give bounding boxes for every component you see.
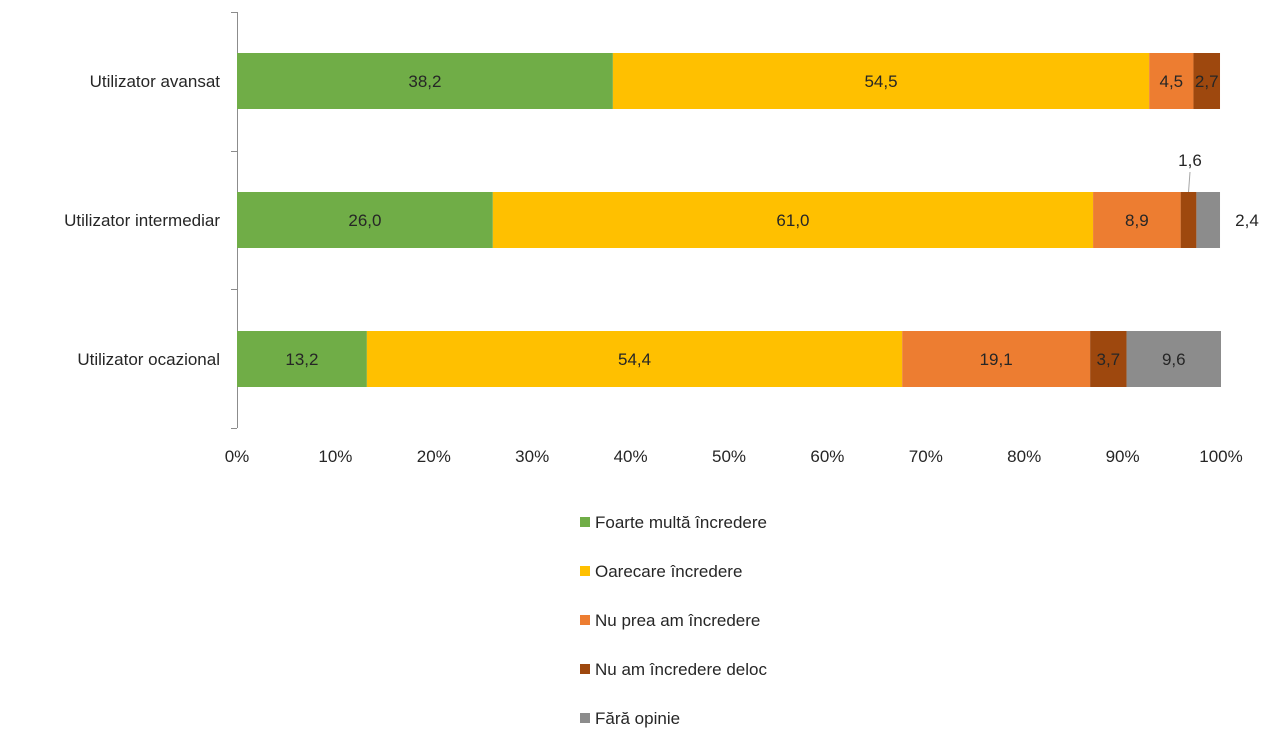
bar-segment	[366, 331, 903, 387]
x-tick-label: 100%	[1199, 447, 1242, 466]
data-label: 61,0	[776, 211, 809, 230]
category-label: Utilizator ocazional	[77, 350, 220, 369]
data-label: 2,7	[1195, 72, 1219, 91]
category-labels: Utilizator avansat Utilizator intermediar…	[64, 72, 220, 369]
legend-swatch	[580, 713, 590, 723]
bar-segment	[1090, 331, 1127, 387]
legend-label: Foarte multă încredere	[595, 513, 767, 532]
bar-segment	[1193, 53, 1221, 109]
data-label: 26,0	[348, 211, 381, 230]
bar-segment	[492, 192, 1094, 248]
data-label: 8,9	[1125, 211, 1149, 230]
x-tick-label: 30%	[515, 447, 549, 466]
data-label: 3,7	[1097, 350, 1121, 369]
x-tick-label: 50%	[712, 447, 746, 466]
data-label: 2,4	[1235, 211, 1259, 230]
legend-swatch	[580, 517, 590, 527]
x-tick-label: 70%	[909, 447, 943, 466]
bar-segment	[1149, 53, 1194, 109]
bar-segment	[237, 331, 367, 387]
x-tick-label: 0%	[225, 447, 250, 466]
data-label: 19,1	[980, 350, 1013, 369]
bar-segment	[237, 53, 613, 109]
category-label: Utilizator avansat	[90, 72, 221, 91]
category-label: Utilizator intermediar	[64, 211, 220, 230]
legend-label: Nu prea am încredere	[595, 611, 760, 630]
data-label: 9,6	[1162, 350, 1186, 369]
data-label: 1,6	[1178, 151, 1202, 170]
legend: Foarte multă încredere Oarecare încredere…	[580, 513, 767, 728]
bar-segment	[1180, 192, 1197, 248]
bar-segment	[1093, 192, 1181, 248]
legend-swatch	[580, 664, 590, 674]
bar-segment	[902, 331, 1091, 387]
legend-swatch	[580, 615, 590, 625]
legend-label: Fără opinie	[595, 709, 680, 728]
data-labels: 38,2 54,5 4,5 2,7 26,0 61,0 8,9 1,6 2,4 13,2 54,4 1…	[285, 72, 1258, 369]
bars	[237, 53, 1221, 387]
bar-segment	[237, 192, 493, 248]
x-tick-label: 80%	[1007, 447, 1041, 466]
x-tick-label: 40%	[614, 447, 648, 466]
bar-segment	[612, 53, 1150, 109]
bar-segment	[1126, 331, 1221, 387]
legend-label: Oarecare încredere	[595, 562, 742, 581]
x-tick-labels: 0% 10% 20% 30% 40% 50% 60% 70% 80% 90% 100%	[225, 447, 1243, 466]
data-label: 54,4	[618, 350, 651, 369]
bar-segment	[1196, 192, 1221, 248]
data-label: 38,2	[408, 72, 441, 91]
data-label: 4,5	[1159, 72, 1183, 91]
x-tick-label: 60%	[810, 447, 844, 466]
data-label: 13,2	[285, 350, 318, 369]
x-tick-label: 10%	[318, 447, 352, 466]
x-tick-label: 90%	[1106, 447, 1140, 466]
axes	[231, 12, 238, 429]
data-label: 54,5	[864, 72, 897, 91]
legend-label: Nu am încredere deloc	[595, 660, 767, 679]
legend-swatch	[580, 566, 590, 576]
x-tick-label: 20%	[417, 447, 451, 466]
data-label-leader	[1188, 171, 1191, 193]
